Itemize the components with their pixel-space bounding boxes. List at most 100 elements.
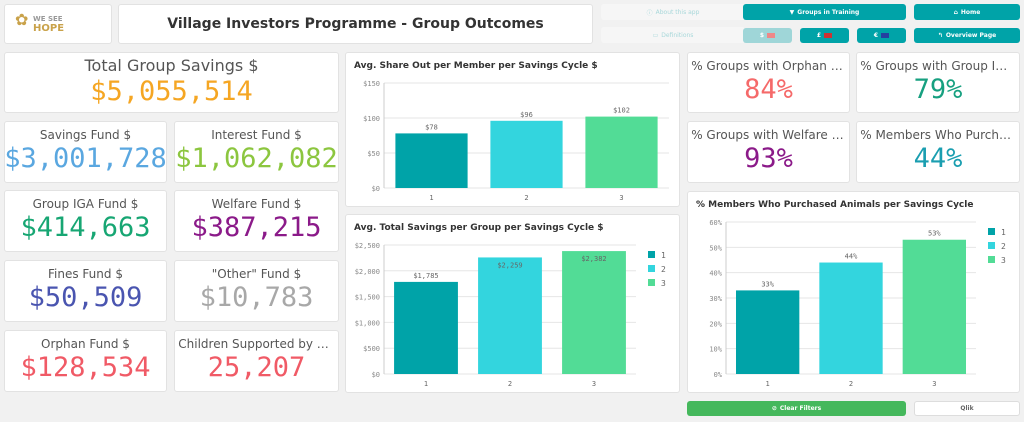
data-label: $1,785 [413,272,438,280]
kpi-value: 84% [744,73,793,105]
definitions-label: Definitions [661,31,694,39]
x-tick-label: 1 [766,380,770,388]
kpi-total: Total Group Savings $ $5,055,514 [4,52,339,113]
x-tick-label: 3 [619,194,623,202]
x-tick-label: 2 [524,194,528,202]
bar [562,251,626,374]
data-label: $2,382 [581,255,606,263]
x-tick-label: 1 [429,194,433,202]
kpi-label: Children Supported by Orphan... [178,337,334,351]
y-tick-label: $2,000 [355,268,380,276]
x-tick-label: 1 [424,380,428,388]
kpi-savings: Savings Fund $ $3,001,728 [4,121,167,183]
legend-label: 1 [661,251,666,260]
usd-label: $ [759,32,765,39]
home-button[interactable]: ⌂ Home [914,4,1020,20]
page-title-text: Village Investors Programme - Group Outc… [167,16,544,32]
chart-animals: % Members Who Purchased Animals per Savi… [687,191,1020,393]
legend-swatch [648,265,655,272]
legend-swatch [648,279,655,286]
kpi-iga: Group IGA Fund $ $414,663 [4,190,167,252]
definitions-button[interactable]: ▭ Definitions [601,27,745,43]
kpi-label: Interest Fund $ [211,128,302,142]
legend-swatch [988,256,995,263]
bar [902,239,966,374]
kpi-label: % Members Who Purchased A... [860,128,1016,142]
kpi-label: Welfare Fund $ [211,197,302,211]
y-tick-label: $0 [372,185,380,193]
home-label: Home [960,8,981,16]
y-tick-label: $0 [372,371,380,379]
usd-button[interactable]: $ [743,28,792,43]
y-tick-label: $2,500 [355,242,380,250]
clear-filter-icon: ⊘ [771,405,777,412]
data-label: $96 [520,111,533,119]
kpi-other: "Other" Fund $ $10,783 [174,260,339,322]
kpi-children: Children Supported by Orphan...25,207 [174,330,339,392]
bar [819,262,883,374]
info-icon: ⓘ [646,9,653,17]
y-tick-label: $100 [363,115,380,123]
kpi-pct-welfare: % Groups with Welfare Fund 93% [687,121,850,183]
y-tick-label: $1,000 [355,319,380,327]
legend-swatch [988,228,995,235]
y-tick-label: 0% [714,371,723,379]
bar [585,116,658,188]
kpi-value: 25,207 [207,352,306,383]
back-arrow-icon: ↰ [937,32,943,39]
y-tick-label: $150 [363,80,380,88]
qlik-logo: Qlik [960,405,974,412]
qlik-button[interactable]: Qlik [914,401,1020,416]
data-label: $102 [613,107,630,115]
legend-label: 2 [661,265,666,274]
overview-button[interactable]: ↰ Overview Page [914,28,1020,43]
about-button[interactable]: ⓘ About this app [601,4,745,20]
kpi-label: Total Group Savings $ [84,56,259,75]
clear-filters-label: Clear Filters [779,405,822,412]
x-tick-label: 2 [849,380,853,388]
about-label: About this app [655,8,700,16]
kpi-value: $10,783 [199,282,314,313]
chart-title: Avg. Total Savings per Group per Savings… [354,223,604,233]
kpi-orphan: Orphan Fund $ $128,534 [4,330,167,392]
gbp-button[interactable]: £ [800,28,849,43]
y-tick-label: 30% [709,295,722,303]
y-tick-label: 40% [709,270,722,278]
kpi-fines: Fines Fund $ $50,509 [4,260,167,322]
kpi-value: $1,062,082 [175,143,338,174]
kpi-label: Orphan Fund $ [41,337,130,351]
groups-training-label: Groups in Training [797,8,860,16]
home-icon: ⌂ [953,8,958,16]
kpi-label: Fines Fund $ [48,267,123,281]
bar [394,281,458,374]
kpi-value: $387,215 [191,212,322,243]
logo-tree-icon: ✿ [15,10,29,29]
data-label: 44% [845,253,858,261]
x-tick-label: 3 [592,380,596,388]
legend-label: 1 [1001,228,1006,237]
us-flag-icon [767,33,776,38]
kpi-pct-animals: % Members Who Purchased A...44% [856,121,1020,183]
y-tick-label: $1,500 [355,294,380,302]
clear-filters-button[interactable]: ⊘ Clear Filters [687,401,906,416]
chart-title: Avg. Share Out per Member per Savings Cy… [354,61,598,71]
x-tick-label: 3 [932,380,936,388]
kpi-label: % Groups with Welfare Fund [691,128,846,142]
kpi-value: 44% [913,143,963,174]
eu-flag-icon [881,33,890,38]
legend-label: 3 [1001,256,1006,265]
kpi-welfare: Welfare Fund $ $387,215 [174,190,339,252]
kpi-pct-orphan: % Groups with Orphan Fund 84% [687,52,850,113]
data-label: $2,259 [497,261,522,269]
groups-training-button[interactable]: ▼ Groups in Training [743,4,906,20]
logo-text: WE SEE [33,15,63,23]
logo: ✿ WE SEE HOPE [4,4,112,44]
kpi-label: % Groups with Group IGA Fund [860,58,1016,73]
eur-button[interactable]: € [857,28,906,43]
kpi-value: $50,509 [28,282,143,313]
bar [478,257,542,374]
kpi-label: "Other" Fund $ [211,267,302,281]
y-tick-label: $50 [367,150,380,158]
y-tick-label: 10% [709,346,722,354]
page-title: Village Investors Programme - Group Outc… [118,4,593,44]
